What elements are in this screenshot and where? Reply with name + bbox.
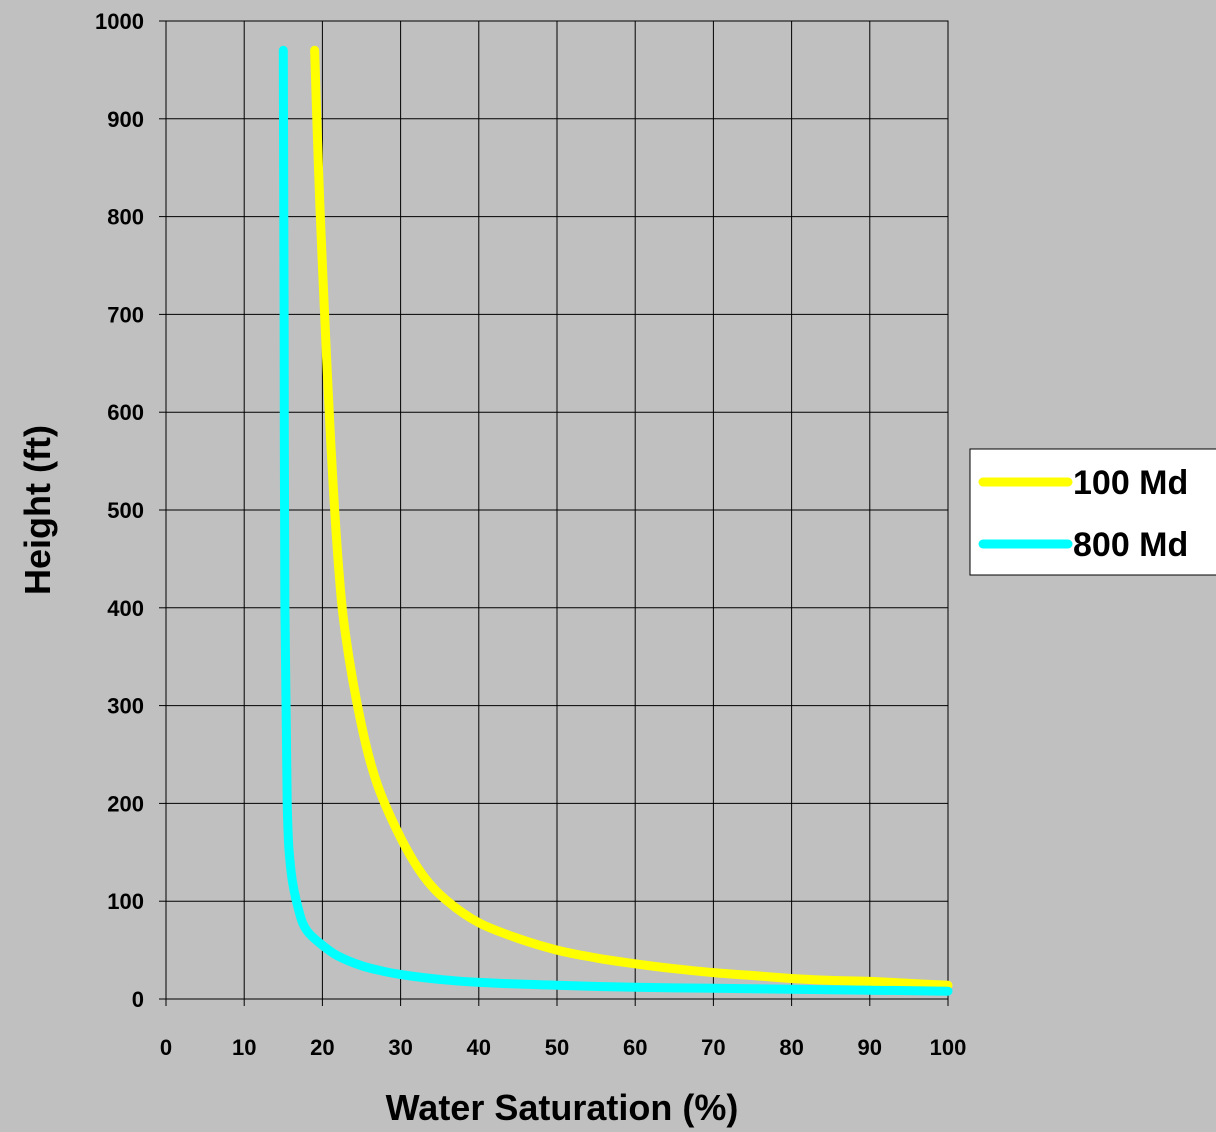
series-line-100-md	[310, 45, 953, 990]
x-tick-label: 50	[545, 1035, 569, 1060]
x-tick-label: 10	[232, 1035, 256, 1060]
y-tick-label: 900	[107, 107, 144, 132]
y-tick-label: 500	[107, 498, 144, 523]
y-tick-label: 1000	[95, 9, 144, 34]
series-line-800-md	[278, 45, 953, 996]
x-tick-label: 100	[930, 1035, 967, 1060]
x-tick-label: 20	[310, 1035, 334, 1060]
series-layer	[278, 45, 953, 996]
y-tick-label: 600	[107, 400, 144, 425]
y-tick-label: 300	[107, 694, 144, 719]
y-tick-label: 400	[107, 596, 144, 621]
x-tick-label: 30	[388, 1035, 412, 1060]
y-tick-label: 800	[107, 205, 144, 230]
legend-label-100-md: 100 Md	[1073, 464, 1188, 502]
x-tick-label: 80	[779, 1035, 803, 1060]
y-tick-label: 100	[107, 889, 144, 914]
axis-ticks: 0 10 20 30 40 50 60 70 80 90 100010020030040050060…	[95, 9, 966, 1060]
legend-label-800-md: 800 Md	[1073, 526, 1188, 564]
legend-box	[969, 448, 1216, 576]
y-axis-title: Height (ft)	[17, 425, 58, 595]
x-tick-label: 70	[701, 1035, 725, 1060]
y-tick-label: 700	[107, 302, 144, 327]
x-tick-label: 60	[623, 1035, 647, 1060]
y-tick-label: 0	[132, 987, 144, 1012]
x-tick-label: 40	[467, 1035, 491, 1060]
y-tick-label: 200	[107, 791, 144, 816]
x-axis-title: Water Saturation (%)	[386, 1087, 739, 1128]
x-tick-label: 0	[160, 1035, 172, 1060]
legend: 100 Md 800 Md	[969, 448, 1216, 576]
x-tick-label: 90	[858, 1035, 882, 1060]
